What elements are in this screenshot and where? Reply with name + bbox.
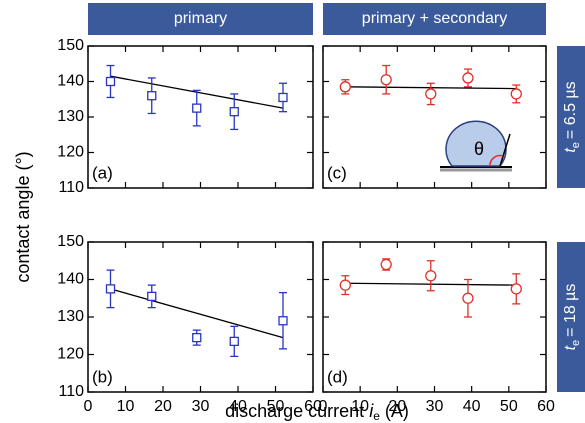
marker <box>425 88 437 100</box>
marker <box>147 291 157 302</box>
marker <box>105 76 116 87</box>
x-tick-label: 10 <box>117 398 135 415</box>
fit-line <box>110 288 284 339</box>
plot-frame <box>322 45 547 189</box>
x-tick-label: 40 <box>463 398 481 415</box>
x-axis-label-sub: e <box>373 409 380 423</box>
x-axis-label-unit: (A) <box>385 401 409 421</box>
panel-label: (c) <box>327 163 347 182</box>
marker <box>192 332 202 343</box>
side-label: te = 18 µs <box>562 284 582 351</box>
marker <box>425 270 437 282</box>
x-axis-label: discharge current ie (A) <box>225 401 409 423</box>
marker <box>278 92 288 103</box>
x-tick-label: 20 <box>154 398 172 415</box>
x-tick-label: 50 <box>500 398 518 415</box>
y-tick-label: 110 <box>58 383 84 400</box>
marker <box>339 81 351 93</box>
side-label-text: = 6.5 µs <box>562 81 579 139</box>
side-label-text: = 18 µs <box>562 284 579 337</box>
x-tick-label: 0 <box>84 398 93 415</box>
y-axis-label: contact angle (°) <box>13 151 33 282</box>
y-tick-label: 150 <box>57 37 84 54</box>
x-tick-label: 50 <box>267 398 285 415</box>
x-tick-label: 40 <box>229 398 247 415</box>
inset: θ <box>440 120 512 172</box>
x-tick-label: 10 <box>351 398 369 415</box>
y-tick-label: 150 <box>57 233 84 250</box>
side-label-var: t <box>562 345 579 350</box>
panel-label: (b) <box>92 367 113 386</box>
marker <box>229 107 239 117</box>
x-tick-label: 60 <box>304 398 322 415</box>
marker <box>229 336 239 347</box>
column-header <box>323 3 546 35</box>
column-title: primary + secondary <box>362 10 507 27</box>
x-tick-label: 0 <box>319 398 328 415</box>
marker <box>462 292 474 304</box>
y-tick-label: 120 <box>57 144 84 161</box>
side-label-sub: e <box>570 142 582 148</box>
y-tick-label: 110 <box>58 179 84 196</box>
y-tick-label: 130 <box>57 108 84 125</box>
marker <box>105 284 116 294</box>
side-label-sub: e <box>570 340 582 346</box>
y-tick-label: 140 <box>57 271 84 288</box>
side-label: te = 6.5 µs <box>562 81 582 152</box>
column-title: primary <box>174 10 227 27</box>
inset-arc <box>489 154 504 167</box>
inset-drop <box>445 120 507 167</box>
side-header <box>557 46 585 188</box>
plot-frame <box>322 241 547 393</box>
panel-label: (a) <box>92 163 113 182</box>
marker <box>510 283 522 295</box>
x-tick-label: 20 <box>388 398 406 415</box>
x-axis-label-text: discharge current <box>225 401 364 421</box>
x-axis-label-var: i <box>369 401 374 421</box>
marker <box>462 72 474 84</box>
inset-symbol: θ <box>474 139 484 159</box>
marker <box>192 103 202 113</box>
side-label-var: t <box>562 148 579 153</box>
y-tick-label: 140 <box>57 73 84 90</box>
plot-frame <box>87 45 314 189</box>
y-tick-label: 120 <box>57 346 84 363</box>
x-tick-label: 30 <box>192 398 210 415</box>
column-header <box>88 3 313 35</box>
marker <box>147 91 157 101</box>
inset-tangent <box>499 133 511 167</box>
marker <box>510 88 522 100</box>
x-tick-label: 60 <box>537 398 555 415</box>
marker <box>380 258 392 271</box>
x-tick-label: 30 <box>426 398 444 415</box>
y-tick-label: 130 <box>57 308 84 325</box>
marker <box>380 74 392 86</box>
side-header <box>557 242 585 392</box>
panel-label: (d) <box>327 367 348 386</box>
marker <box>278 316 288 326</box>
marker <box>339 279 351 291</box>
